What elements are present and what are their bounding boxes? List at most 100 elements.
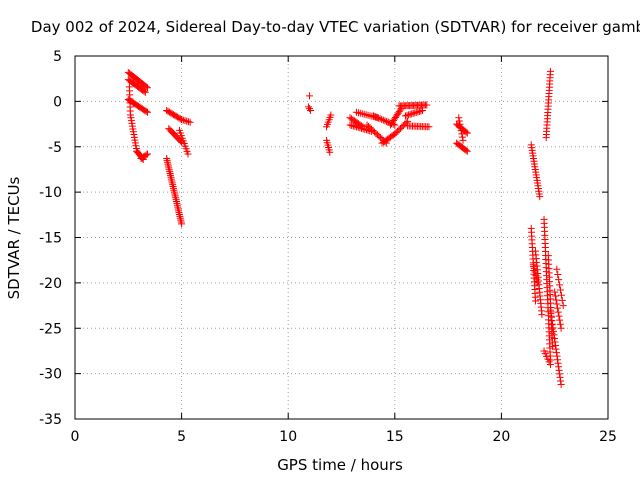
data-point	[534, 279, 542, 287]
data-point	[374, 114, 382, 122]
data-point	[546, 67, 554, 75]
data-point	[143, 108, 151, 116]
y-axis-title: SDTVAR / TECUs	[5, 176, 23, 299]
data-point	[532, 297, 540, 305]
data-point	[556, 320, 564, 328]
data-point	[556, 373, 564, 381]
data-point	[142, 107, 150, 115]
data-point	[306, 92, 314, 100]
data-point	[463, 147, 471, 155]
chart-title: Day 002 of 2024, Sidereal Day-to-day VTE…	[31, 18, 640, 36]
data-point	[549, 324, 557, 332]
data-point	[553, 352, 561, 360]
data-point	[556, 370, 564, 378]
data-point	[181, 117, 189, 125]
data-point	[557, 377, 565, 385]
data-point	[373, 113, 381, 121]
data-point	[307, 106, 315, 114]
data-point	[538, 311, 546, 319]
data-point	[371, 113, 379, 121]
data-point	[536, 193, 544, 201]
data-point	[556, 281, 564, 289]
data-point	[142, 151, 150, 159]
data-point	[555, 366, 563, 374]
data-point	[143, 84, 151, 92]
data-point	[463, 129, 471, 137]
data-point	[557, 291, 565, 299]
x-tick-label: 0	[71, 429, 80, 445]
data-point	[553, 300, 561, 308]
data-point	[547, 313, 555, 321]
data-point	[530, 264, 538, 272]
data-point	[402, 119, 410, 127]
data-point	[140, 87, 148, 95]
y-tick-label: -35	[39, 412, 62, 428]
data-point	[554, 356, 562, 364]
data-point	[142, 83, 150, 91]
data-point	[455, 117, 463, 125]
data-point	[462, 128, 470, 136]
data-point	[456, 120, 464, 128]
y-tick-label: 5	[53, 49, 62, 65]
data-point	[458, 133, 466, 141]
data-point	[462, 146, 470, 154]
data-point	[555, 276, 563, 284]
data-point	[550, 334, 558, 342]
data-point	[548, 320, 556, 328]
y-tick-label: -20	[39, 276, 62, 292]
data-point	[457, 127, 465, 135]
data-point	[552, 345, 560, 353]
data-point	[369, 112, 377, 120]
data-point	[529, 261, 537, 269]
data-point	[184, 118, 192, 126]
data-point	[557, 381, 565, 389]
data-point	[179, 116, 187, 124]
data-point	[176, 115, 184, 123]
data-point	[183, 117, 191, 125]
y-tick-label: -30	[39, 367, 62, 383]
y-tick-label: 0	[53, 94, 62, 110]
data-point	[533, 275, 541, 283]
data-point	[178, 220, 186, 228]
data-point	[546, 361, 554, 369]
data-point	[178, 116, 186, 124]
data-point	[559, 302, 567, 310]
y-tick-label: -25	[39, 321, 62, 337]
data-point	[551, 288, 559, 296]
data-point	[553, 349, 561, 357]
data-point	[143, 150, 151, 158]
data-point	[551, 338, 559, 346]
data-point	[556, 286, 564, 294]
data-point	[306, 105, 314, 113]
x-tick-label: 15	[386, 429, 404, 445]
data-point	[457, 123, 465, 131]
data-point	[551, 292, 559, 300]
data-point	[455, 114, 463, 122]
data-point	[554, 308, 562, 316]
data-point	[557, 324, 565, 332]
x-axis-title: GPS time / hours	[277, 456, 403, 474]
data-point	[419, 106, 427, 114]
data-point	[555, 312, 563, 320]
plot-frame	[74, 55, 609, 420]
data-point	[554, 270, 562, 278]
data-point	[458, 130, 466, 138]
data-point	[184, 150, 192, 158]
data-point	[379, 116, 387, 124]
data-point	[554, 359, 562, 367]
data-point	[550, 331, 558, 339]
data-point	[549, 327, 557, 335]
x-tick-label: 20	[492, 429, 510, 445]
data-point	[378, 115, 386, 123]
data-point	[459, 136, 467, 144]
x-tick-label: 10	[279, 429, 297, 445]
x-tick-label: 25	[599, 429, 617, 445]
data-point	[327, 111, 335, 119]
axis-ticks	[74, 55, 609, 420]
data-point	[546, 306, 554, 314]
data-point	[304, 103, 312, 111]
data-point	[554, 304, 562, 312]
data-point	[553, 265, 561, 273]
data-point	[186, 118, 194, 126]
